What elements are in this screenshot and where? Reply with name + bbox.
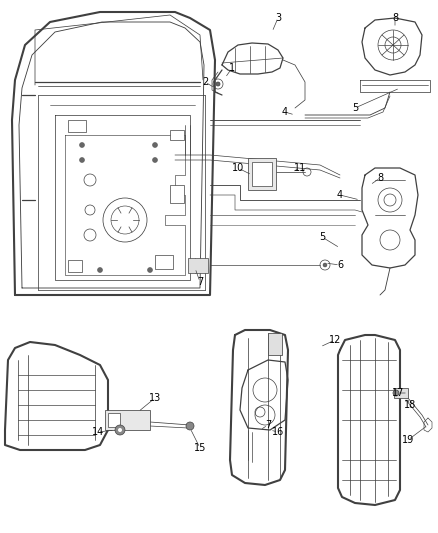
Text: 5: 5 <box>352 103 358 113</box>
Text: 8: 8 <box>377 173 383 183</box>
Bar <box>108 413 120 427</box>
Text: 5: 5 <box>319 232 325 242</box>
Text: 3: 3 <box>275 13 281 23</box>
Circle shape <box>152 157 158 163</box>
Circle shape <box>323 263 327 267</box>
Text: 11: 11 <box>294 163 306 173</box>
Text: 4: 4 <box>282 107 288 117</box>
Bar <box>252 162 272 186</box>
Bar <box>188 258 208 273</box>
Text: 15: 15 <box>194 443 206 453</box>
Circle shape <box>148 268 152 272</box>
Bar <box>68 260 82 272</box>
Circle shape <box>393 390 399 396</box>
Text: 17: 17 <box>392 388 404 398</box>
Text: 6: 6 <box>337 260 343 270</box>
Circle shape <box>118 428 122 432</box>
Circle shape <box>216 82 220 86</box>
Text: 18: 18 <box>404 400 416 410</box>
Text: 16: 16 <box>272 427 284 437</box>
Text: 1: 1 <box>229 63 235 73</box>
Text: 4: 4 <box>337 190 343 200</box>
Circle shape <box>152 142 158 148</box>
Circle shape <box>115 425 125 435</box>
Text: 8: 8 <box>392 13 398 23</box>
Bar <box>170 185 184 203</box>
Text: 7: 7 <box>197 277 203 287</box>
Bar <box>155 255 173 269</box>
Bar <box>248 158 276 190</box>
Circle shape <box>98 268 102 272</box>
Bar <box>268 333 282 355</box>
Circle shape <box>80 142 85 148</box>
Circle shape <box>186 422 194 430</box>
Text: 10: 10 <box>232 163 244 173</box>
Bar <box>68 120 86 132</box>
Text: 19: 19 <box>402 435 414 445</box>
Bar <box>170 130 184 140</box>
Text: 12: 12 <box>329 335 341 345</box>
Circle shape <box>80 157 85 163</box>
Bar <box>394 388 408 398</box>
Text: 2: 2 <box>202 77 208 87</box>
Bar <box>105 410 150 430</box>
Text: 14: 14 <box>92 427 104 437</box>
Text: 13: 13 <box>149 393 161 403</box>
Text: 7: 7 <box>265 420 271 430</box>
